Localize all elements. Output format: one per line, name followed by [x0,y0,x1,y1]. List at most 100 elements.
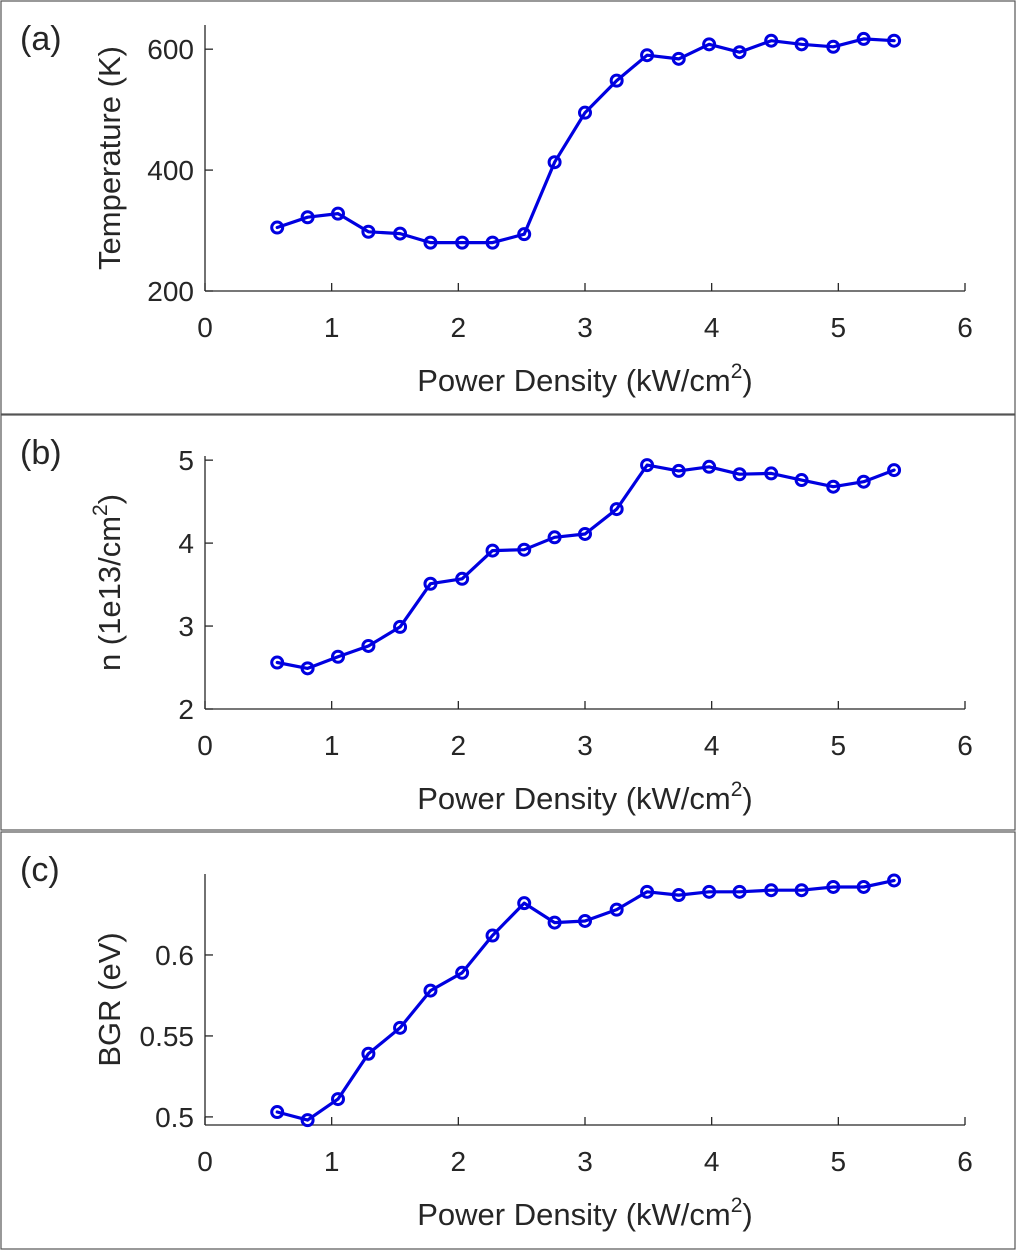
data-point [764,33,779,48]
data-point [361,1046,376,1061]
x-axis-label: Power Density (kW/cm2) [417,360,753,398]
data-point [547,155,562,170]
data-point [423,235,438,250]
data-point [609,502,624,517]
y-tick-label: 0.55 [140,1021,195,1052]
y-tick-label: 600 [147,34,194,65]
data-point [300,210,315,225]
y-tick-label: 200 [147,276,194,307]
x-tick-label: 1 [324,312,340,343]
x-axis-label-superscript: 2 [731,1194,743,1217]
x-axis-label-superscript: 2 [731,360,743,383]
data-point [300,661,315,676]
data-point [270,655,285,670]
y-tick-label: 5 [178,445,194,476]
x-tick-label: 3 [577,730,593,761]
y-axis-label: BGR (eV) [92,932,127,1066]
x-axis-label-suffix: ) [742,363,752,398]
data-point [764,883,779,898]
x-axis-label: Power Density (kW/cm2) [417,1194,753,1232]
x-tick-label: 3 [577,312,593,343]
x-tick-label: 1 [324,1146,340,1177]
data-point [732,467,747,482]
y-axis-label: Temperature (K) [92,46,127,270]
data-point [485,543,500,558]
data-point [547,915,562,930]
x-axis-label-text: Power Density (kW/cm [417,363,730,398]
y-tick-label: 0.5 [155,1102,194,1133]
series-line [275,878,896,1122]
data-point [300,1113,315,1128]
data-point [794,883,809,898]
data-point [393,1020,408,1035]
data-point [671,51,686,66]
data-point [640,48,655,63]
data-point [331,649,345,664]
data-point [423,576,438,591]
data-point [609,902,624,917]
data-point [517,896,532,911]
data-point [578,105,592,120]
data-point [671,888,686,903]
x-tick-label: 4 [704,730,720,761]
panel-label: (c) [20,851,60,889]
x-tick-label: 2 [451,312,467,343]
data-point [826,479,841,494]
y-axis-label-text: BGR (eV) [92,932,127,1066]
data-point [361,638,376,653]
data-point [702,459,717,474]
x-axis-label-superscript: 2 [731,778,743,801]
x-tick-label: 0 [197,312,213,343]
x-tick-label: 6 [957,730,973,761]
x-tick-label: 4 [704,312,720,343]
data-point [702,884,717,899]
data-point [764,466,779,481]
y-tick-label: 4 [178,528,194,559]
y-tick-label: 400 [147,155,194,186]
data-point [485,235,500,250]
data-point [794,37,809,52]
data-point [732,45,747,60]
data-point [887,33,902,48]
data-point [640,884,655,899]
y-tick-label: 0.6 [155,940,194,971]
x-axis-label-suffix: ) [742,781,752,816]
y-axis-label-suffix: ) [92,494,127,504]
data-point [270,1105,285,1120]
x-tick-label: 5 [831,312,847,343]
data-point [856,879,871,894]
x-axis-label-text: Power Density (kW/cm [417,1197,730,1232]
x-tick-label: 4 [704,1146,720,1177]
data-point [455,235,470,250]
data-point [517,227,532,242]
panel-frame [0,831,1016,1250]
data-point [393,226,408,241]
x-tick-label: 6 [957,312,973,343]
y-axis-label: n (1e13/cm2) [89,494,127,671]
data-point [826,39,841,54]
y-axis-label-text: Temperature (K) [92,46,127,270]
series-line [275,463,896,671]
panel-frame [0,0,1016,415]
data-point [485,928,500,943]
panel-label: (b) [20,434,62,472]
data-point [732,884,747,899]
data-point [826,879,841,894]
data-point [331,1092,345,1107]
x-axis-label: Power Density (kW/cm2) [417,778,753,816]
x-tick-label: 2 [451,730,467,761]
panel-c: 0 1 2 3 4 5 6 0.5 0.55 0.6 (c) Power Density (kW/cm… [0,831,1016,1250]
data-point [423,983,438,998]
data-point [270,220,285,235]
data-point [609,73,624,88]
x-tick-label: 2 [451,1146,467,1177]
x-tick-label: 0 [197,730,213,761]
data-point [393,619,408,634]
data-point [671,463,686,478]
y-tick-label: 2 [178,694,194,725]
data-point [455,965,470,980]
x-tick-label: 5 [831,730,847,761]
